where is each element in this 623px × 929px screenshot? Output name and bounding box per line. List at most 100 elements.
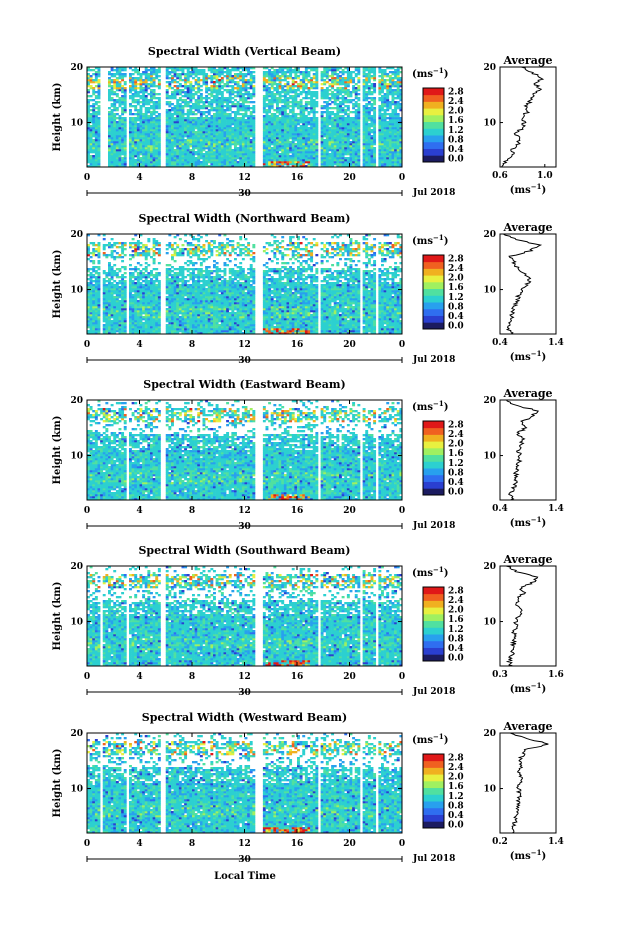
colorbar-band [423, 255, 444, 262]
colorbar-tick-label: 0.0 [448, 654, 464, 664]
colorbar-band [423, 149, 444, 156]
colorbar-band [423, 627, 444, 634]
avg-x-tick-label: 0.4 [492, 504, 508, 514]
heatmap-cells [87, 234, 402, 334]
colorbar-band [423, 455, 444, 462]
avg-y-tick-label: 20 [483, 396, 496, 406]
chart-title: Spectral Width (Eastward Beam) [143, 378, 345, 391]
average-frame [500, 733, 556, 833]
x-tick-label: 0 [84, 340, 90, 350]
y-tick-label: 20 [70, 63, 83, 73]
average-xlabel: (ms−1) [510, 349, 546, 363]
colorbar-tick-label: 2.8 [448, 753, 464, 763]
x-tick-label: 12 [238, 839, 251, 849]
average-xlabel: (ms−1) [510, 182, 546, 196]
colorbar-tick-label: 0.4 [448, 478, 464, 488]
colorbar-band [423, 122, 444, 129]
date-label: 30 [238, 189, 251, 199]
colorbar-band [423, 488, 444, 495]
colorbar-band [423, 482, 444, 489]
colorbar-tick-label: 2.0 [448, 606, 464, 616]
colorbar-tick-label: 2.8 [448, 254, 464, 264]
colorbar-band [423, 754, 444, 761]
x-tick-label: 0 [84, 839, 90, 849]
x-tick-label: 4 [136, 506, 142, 516]
colorbar-tick-label: 1.6 [448, 449, 464, 459]
colorbar-band [423, 641, 444, 648]
month-label: Jul 2018 [412, 854, 455, 864]
colorbar-tick-label: 0.8 [448, 135, 464, 145]
average-frame [500, 400, 556, 500]
colorbar-band [423, 654, 444, 661]
avg-y-tick-label: 10 [483, 618, 496, 628]
colorbar-tick-label: 1.2 [448, 293, 464, 303]
avg-y-tick-label: 20 [483, 562, 496, 572]
colorbar-tick-label: 0.8 [448, 801, 464, 811]
x-tick-label: 0 [399, 173, 405, 183]
x-tick-label: 8 [189, 340, 195, 350]
colorbar-band [423, 794, 444, 801]
average-xlabel: (ms−1) [510, 848, 546, 862]
x-tick-label: 4 [136, 839, 142, 849]
avg-x-tick-label: 0.3 [492, 670, 508, 680]
avg-x-tick-label: 1.6 [548, 670, 564, 680]
average-title: Average [502, 221, 552, 234]
colorbar-tick-label: 1.6 [448, 283, 464, 293]
x-tick-label: 0 [84, 672, 90, 682]
y-tick-label: 10 [70, 286, 83, 296]
colorbar-band [423, 421, 444, 428]
colorbar-band [423, 788, 444, 795]
colorbar-tick-label: 2.4 [448, 264, 464, 274]
x-tick-label: 0 [84, 173, 90, 183]
colorbar-band [423, 322, 444, 329]
colorbar-band [423, 275, 444, 282]
x-tick-label: 12 [238, 173, 251, 183]
x-tick-label: 0 [399, 672, 405, 682]
y-tick-label: 10 [70, 785, 83, 795]
colorbar-band [423, 88, 444, 95]
colorbar-band [423, 289, 444, 296]
colorbar-band [423, 142, 444, 149]
colorbar-tick-label: 0.8 [448, 468, 464, 478]
colorbar-band [423, 587, 444, 594]
chart-panel-4: Spectral Width (Southward Beam)2010Heigh… [52, 544, 564, 698]
chart-title: Spectral Width (Vertical Beam) [148, 45, 341, 58]
chart-panel-5: Spectral Width (Westward Beam)2010Height… [52, 711, 564, 865]
y-tick-label: 20 [70, 230, 83, 240]
x-tick-label: 8 [189, 173, 195, 183]
colorbar-band [423, 475, 444, 482]
date-label: 30 [238, 356, 251, 366]
average-profile-line [506, 566, 538, 666]
average-profile-line [507, 400, 539, 500]
avg-x-tick-label: 1.4 [548, 338, 564, 348]
colorbar-tick-label: 2.4 [448, 763, 464, 773]
colorbar-tick-label: 1.6 [448, 782, 464, 792]
figure-canvas: Spectral Width (Vertical Beam)2010Height… [0, 0, 623, 929]
avg-y-tick-label: 20 [483, 729, 496, 739]
colorbar-tick-label: 0.8 [448, 302, 464, 312]
colorbar-band [423, 781, 444, 788]
colorbar-tick-label: 2.0 [448, 107, 464, 117]
colorbar-band [423, 434, 444, 441]
colorbar-band [423, 128, 444, 135]
colorbar-unit: (ms−1) [412, 66, 448, 80]
colorbar-unit: (ms−1) [412, 233, 448, 247]
x-tick-label: 20 [343, 173, 356, 183]
colorbar-tick-label: 2.8 [448, 586, 464, 596]
colorbar-unit: (ms−1) [412, 399, 448, 413]
colorbar-band [423, 808, 444, 815]
month-label: Jul 2018 [412, 188, 455, 198]
colorbar-tick-label: 2.8 [448, 420, 464, 430]
colorbar-band [423, 767, 444, 774]
colorbar-band [423, 468, 444, 475]
colorbar-band [423, 774, 444, 781]
colorbar-band [423, 316, 444, 323]
x-tick-label: 12 [238, 506, 251, 516]
y-tick-label: 20 [70, 396, 83, 406]
y-tick-label: 20 [70, 729, 83, 739]
average-title: Average [502, 720, 552, 733]
colorbar-tick-label: 0.4 [448, 644, 464, 654]
colorbar-unit: (ms−1) [412, 732, 448, 746]
chart-title: Spectral Width (Southward Beam) [138, 544, 350, 557]
colorbar-band [423, 621, 444, 628]
